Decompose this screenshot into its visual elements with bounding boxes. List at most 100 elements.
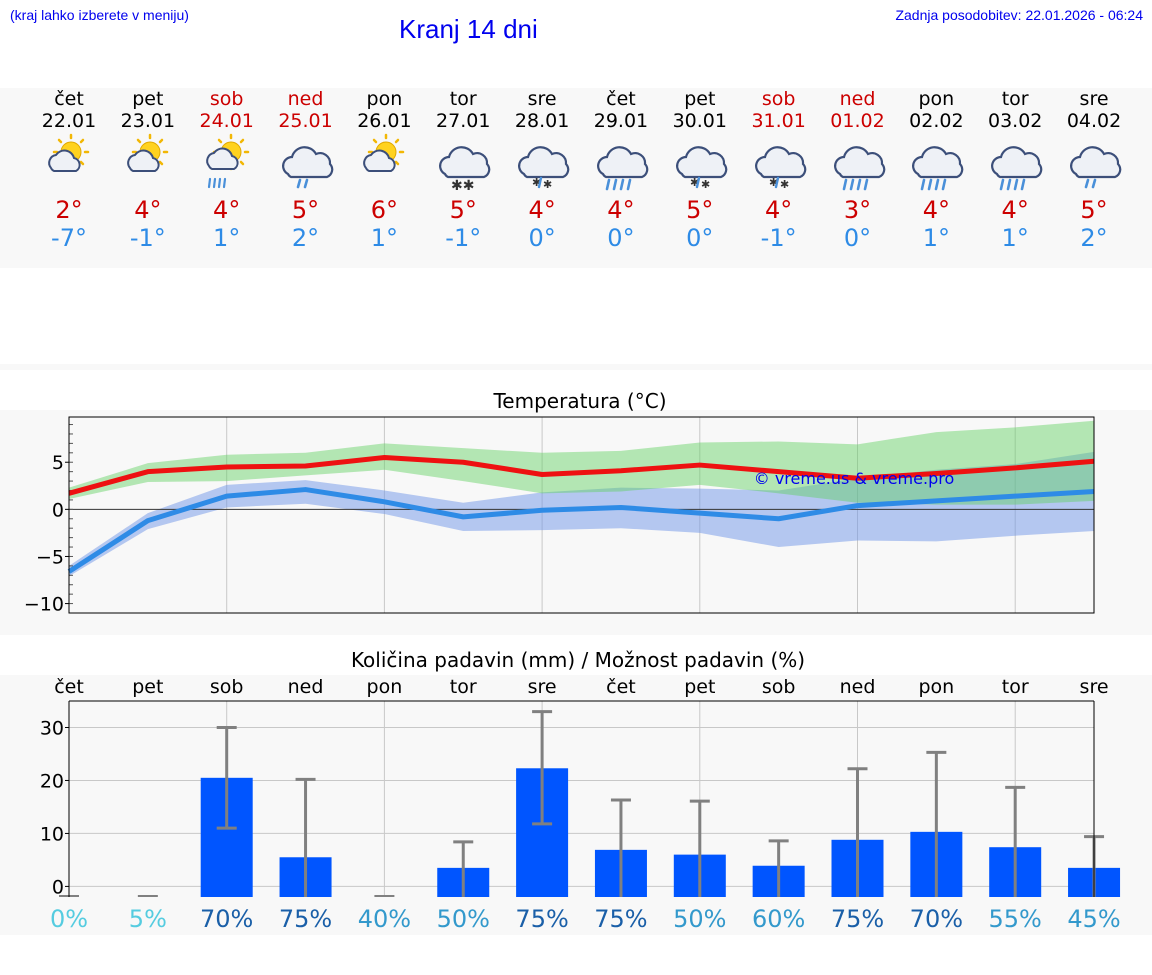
temperature-title: Temperatura (°C) bbox=[492, 389, 666, 413]
cloud-sleet-icon: ✱ ✱ bbox=[660, 132, 740, 192]
day-date: 29.01 bbox=[593, 110, 649, 132]
y-tick-label: 20 bbox=[40, 770, 64, 792]
temp-min: 2° bbox=[291, 224, 320, 252]
precip-probability: 40% bbox=[358, 905, 411, 933]
max-temp-line bbox=[68, 455, 1095, 496]
cloud-rain-icon bbox=[266, 132, 346, 192]
precip-day-label: ned bbox=[288, 676, 324, 698]
day-name: čet bbox=[606, 88, 636, 110]
day-name: ned bbox=[287, 88, 324, 110]
day-date: 02.02 bbox=[909, 110, 964, 132]
last-update: Zadnja posodobitev: 22.01.2026 - 06:24 bbox=[895, 7, 1143, 23]
day-date: 27.01 bbox=[436, 110, 491, 132]
cloud-heavy-rain-icon bbox=[581, 132, 661, 192]
temp-min: -1° bbox=[760, 224, 797, 252]
cloud-heavy-rain-icon bbox=[818, 132, 898, 192]
y-tick-label: 0 bbox=[52, 876, 64, 898]
day-name: ned bbox=[839, 88, 876, 110]
precip-probability: 70% bbox=[910, 905, 963, 933]
temp-max: 4° bbox=[1001, 196, 1029, 224]
forecast-day: čet 29.01 4° 0° bbox=[581, 88, 661, 252]
temp-min: -7° bbox=[51, 224, 87, 252]
forecast-day: tor 27.01 ✱✱ 5° -1° bbox=[423, 88, 503, 252]
temp-max: 4° bbox=[765, 196, 793, 224]
precip-day-label: ned bbox=[840, 676, 876, 698]
temp-min: 0° bbox=[686, 224, 714, 252]
precip-probability: 5% bbox=[129, 905, 167, 933]
min-temp-line bbox=[67, 487, 1095, 574]
y-tick-label: 10 bbox=[40, 823, 64, 845]
day-name: pet bbox=[132, 88, 164, 110]
day-date: 31.01 bbox=[751, 110, 806, 132]
precip-probability: 75% bbox=[515, 905, 568, 933]
forecast-row: čet 22.01 2° -7° pet 23.01 4° -1° sob 24.01 4° 1° ne… bbox=[0, 88, 1152, 268]
temp-min: 1° bbox=[1001, 224, 1029, 252]
day-name: sob bbox=[209, 88, 244, 110]
precip-day-label: sre bbox=[1080, 676, 1109, 698]
temp-max: 5° bbox=[291, 196, 320, 224]
temp-max: 4° bbox=[607, 196, 635, 224]
cloud-heavy-rain-icon bbox=[896, 132, 976, 192]
precip-day-label: sob bbox=[762, 676, 796, 698]
temp-min: 1° bbox=[213, 224, 241, 252]
forecast-day: ned 01.02 3° 0° bbox=[818, 88, 898, 252]
precip-day-label: pon bbox=[918, 676, 954, 698]
temp-min: 1° bbox=[922, 224, 950, 252]
day-date: 25.01 bbox=[278, 110, 333, 132]
day-name: čet bbox=[54, 88, 84, 110]
day-name: sob bbox=[761, 88, 796, 110]
day-date: 24.01 bbox=[199, 110, 254, 132]
watermark: © vreme.us & vreme.pro bbox=[754, 469, 955, 488]
cloud-snow-icon: ✱✱ bbox=[423, 132, 503, 192]
forecast-day: pet 23.01 4° -1° bbox=[108, 88, 188, 252]
precip-day-label: tor bbox=[1002, 676, 1029, 698]
y-tick-label: −10 bbox=[24, 594, 64, 616]
forecast-day: sre 28.01 ✱ ✱ 4° 0° bbox=[502, 88, 582, 252]
svg-text:✱: ✱ bbox=[532, 176, 541, 189]
temp-max: 2° bbox=[55, 196, 83, 224]
precip-probability: 50% bbox=[437, 905, 490, 933]
divider-band bbox=[0, 364, 1152, 370]
temp-max: 4° bbox=[134, 196, 162, 224]
precip-probability: 75% bbox=[831, 905, 884, 933]
precipitation-title: Količina padavin (mm) / Možnost padavin … bbox=[351, 648, 805, 672]
forecast-day: pon 26.01 6° 1° bbox=[344, 88, 424, 252]
precip-day-label: sre bbox=[528, 676, 557, 698]
y-tick-label: −5 bbox=[36, 546, 64, 568]
temp-max: 6° bbox=[370, 196, 399, 224]
day-date: 30.01 bbox=[672, 110, 727, 132]
forecast-day: sob 24.01 4° 1° bbox=[187, 88, 267, 252]
precip-day-label: pet bbox=[132, 676, 163, 698]
day-date: 26.01 bbox=[357, 110, 412, 132]
day-name: tor bbox=[1001, 88, 1029, 110]
temp-min: 2° bbox=[1080, 224, 1108, 252]
day-name: pon bbox=[366, 88, 403, 110]
precip-probability: 70% bbox=[200, 905, 253, 933]
day-name: tor bbox=[449, 88, 477, 110]
day-date: 22.01 bbox=[41, 110, 97, 132]
forecast-day: sob 31.01 ✱ ✱ 4° -1° bbox=[739, 88, 819, 252]
day-name: sre bbox=[1079, 88, 1109, 110]
forecast-day: pon 02.02 4° 1° bbox=[896, 88, 976, 252]
forecast-day: tor 03.02 4° 1° bbox=[975, 88, 1055, 252]
day-date: 28.01 bbox=[514, 110, 570, 132]
forecast-day: ned 25.01 5° 2° bbox=[266, 88, 346, 252]
forecast-day: sre 04.02 5° 2° bbox=[1054, 88, 1134, 252]
temp-max: 4° bbox=[922, 196, 950, 224]
precip-probability: 60% bbox=[752, 905, 805, 933]
precip-probability: 75% bbox=[279, 905, 332, 933]
day-name: pon bbox=[918, 88, 955, 110]
y-tick-label: 5 bbox=[52, 452, 64, 474]
precipitation-chart: Količina padavin (mm) / Možnost padavin … bbox=[40, 648, 1121, 933]
sun-cloud-icon bbox=[108, 132, 188, 192]
svg-text:✱: ✱ bbox=[780, 178, 789, 191]
location-menu-hint: (kraj lahko izberete v meniju) bbox=[10, 7, 189, 23]
precip-day-label: pon bbox=[367, 676, 403, 698]
svg-text:✱: ✱ bbox=[769, 176, 778, 189]
temp-min: -1° bbox=[445, 224, 482, 252]
svg-text:✱: ✱ bbox=[701, 178, 710, 191]
forecast-band bbox=[0, 88, 1152, 268]
precip-probability: 0% bbox=[50, 905, 88, 933]
svg-text:✱✱: ✱✱ bbox=[451, 178, 474, 192]
